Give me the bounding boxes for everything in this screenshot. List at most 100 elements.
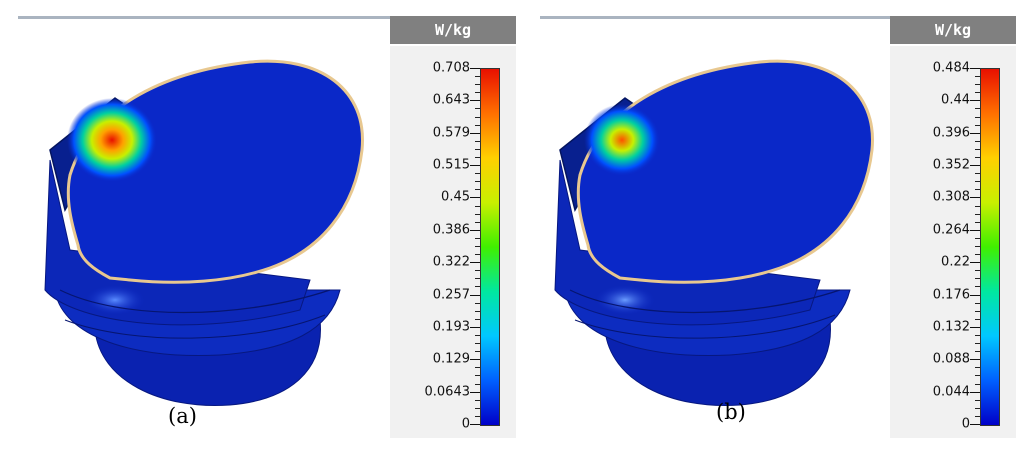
colorbar-minor-tick xyxy=(475,335,480,336)
colorbar-tick-label: 0.515 xyxy=(432,157,470,173)
sar-hotspot xyxy=(584,104,660,176)
colorbar-minor-tick xyxy=(975,343,980,345)
colorbar-minor-tick xyxy=(475,375,480,377)
colorbar-tick-mark xyxy=(970,391,980,393)
colorbar-tick-label: 0.193 xyxy=(432,319,470,335)
colorbar-tick-mark xyxy=(470,294,480,296)
colorbar-minor-tick xyxy=(475,76,480,78)
colorbar-minor-tick xyxy=(475,302,480,304)
caption-a: (a) xyxy=(168,404,197,428)
sar-model-render xyxy=(44,59,364,407)
divider-line xyxy=(18,16,390,19)
colorbar-tick-label: 0.352 xyxy=(932,157,970,173)
colorbar-minor-tick xyxy=(975,254,980,256)
colorbar-minor-tick xyxy=(475,221,480,223)
colorbar-tick-mark xyxy=(470,100,480,102)
colorbar-minor-tick xyxy=(475,157,480,158)
colorbar-minor-tick xyxy=(475,270,480,272)
colorbar-tick-label: 0.257 xyxy=(432,287,470,303)
colorbar-tick-label: 0.132 xyxy=(932,319,970,335)
panel-b: (b) W/kg 0.484 0.44 0.396 0.352 0.308 0.264 0.… xyxy=(520,0,1024,456)
unit-header: W/kg xyxy=(390,16,516,44)
colorbar-tick-label: 0.0643 xyxy=(424,384,471,400)
colorbar-minor-tick xyxy=(975,318,980,320)
colorbar-tick-mark xyxy=(970,262,980,264)
colorbar-minor-tick xyxy=(475,189,480,191)
panel-a: (a) W/kg 0.708 0.643 0.579 0.515 0.45 0.386 0.… xyxy=(18,16,516,438)
colorbar-tick-label: 0.129 xyxy=(432,351,470,367)
colorbar-minor-tick xyxy=(975,278,980,280)
colorbar-minor-tick xyxy=(975,140,980,142)
colorbar-minor-tick xyxy=(975,181,980,183)
colorbar-minor-tick xyxy=(475,367,480,369)
colorbar-minor-tick xyxy=(975,237,980,239)
colorbar-minor-tick xyxy=(475,116,480,118)
colorbar-minor-tick xyxy=(975,270,980,272)
colorbar-tick-mark xyxy=(470,165,480,167)
colorbar-minor-tick xyxy=(975,108,980,110)
unit-header: W/kg xyxy=(890,16,1016,44)
sar-hotspot xyxy=(67,98,157,182)
colorbar-tick-mark xyxy=(470,132,480,134)
colorbar-minor-tick xyxy=(975,407,980,409)
model-top-surface xyxy=(576,59,874,284)
colorbar-minor-tick xyxy=(975,173,980,175)
colorbar-tick-mark xyxy=(470,391,480,393)
colorbar-minor-tick xyxy=(975,157,980,158)
colorbar-tick-label: 0 xyxy=(961,416,970,432)
colorbar-minor-tick xyxy=(475,310,480,312)
colorbar-minor-tick xyxy=(975,116,980,118)
colorbar-tick-label: 0.22 xyxy=(941,254,970,270)
colorbar-tick-mark xyxy=(470,359,480,361)
colorbar-minor-tick xyxy=(475,286,480,288)
colorbar-minor-tick xyxy=(975,124,980,126)
caption-b: (b) xyxy=(716,400,746,424)
colorbar-minor-tick xyxy=(475,92,480,94)
colorbar-tick-label: 0.396 xyxy=(932,125,970,141)
colorbar-tick-label: 0.484 xyxy=(932,60,970,76)
colorbar-tick-label: 0 xyxy=(461,416,470,432)
colorbar-minor-tick xyxy=(975,310,980,312)
colorbar-minor-tick xyxy=(975,302,980,304)
colorbar-tick-mark xyxy=(470,326,480,328)
colorbar-minor-tick xyxy=(475,84,480,86)
colorbar-tick-label: 0.176 xyxy=(932,287,970,303)
colorbar-minor-tick xyxy=(475,237,480,239)
colorbar-tick-mark xyxy=(970,229,980,231)
colorbar-minor-tick xyxy=(475,246,480,247)
colorbar-tick-mark xyxy=(470,197,480,199)
colorbar xyxy=(980,68,1000,426)
colorbar-tick-label: 0.708 xyxy=(432,60,470,76)
colorbar-minor-tick xyxy=(975,189,980,191)
colorbar-tick-mark xyxy=(470,68,480,69)
colorbar-minor-tick xyxy=(975,415,980,417)
colorbar-minor-tick xyxy=(975,205,980,207)
colorbar-minor-tick xyxy=(975,367,980,369)
colorbar-minor-tick xyxy=(475,205,480,207)
colorbar-tick-label: 0.322 xyxy=(432,254,470,270)
colorbar-tick-mark xyxy=(970,165,980,167)
colorbar-minor-tick xyxy=(475,148,480,150)
colorbar-minor-tick xyxy=(475,173,480,175)
colorbar-tick-mark xyxy=(470,424,480,425)
colorbar-minor-tick xyxy=(475,383,480,385)
colorbar-tick-label: 0.386 xyxy=(432,222,470,238)
colorbar-tick-label: 0.088 xyxy=(932,351,970,367)
colorbar-minor-tick xyxy=(475,108,480,110)
colorbar-tick-mark xyxy=(970,132,980,134)
colorbar-tick-label: 0.45 xyxy=(441,189,470,205)
colorbar-minor-tick xyxy=(975,84,980,86)
colorbar-minor-tick xyxy=(975,246,980,247)
colorbar-minor-tick xyxy=(975,383,980,385)
colorbar-tick-label: 0.643 xyxy=(432,92,470,108)
colorbar-minor-tick xyxy=(475,181,480,183)
colorbar-minor-tick xyxy=(975,148,980,150)
sar-model-render xyxy=(554,59,874,407)
colorbar-tick-mark xyxy=(970,359,980,361)
colorbar-minor-tick xyxy=(475,254,480,256)
colorbar-tick-label: 0.308 xyxy=(932,189,970,205)
colorbar-minor-tick xyxy=(975,213,980,215)
colorbar-minor-tick xyxy=(475,415,480,417)
colorbar-minor-tick xyxy=(475,278,480,280)
colorbar-tick-mark xyxy=(970,68,980,69)
